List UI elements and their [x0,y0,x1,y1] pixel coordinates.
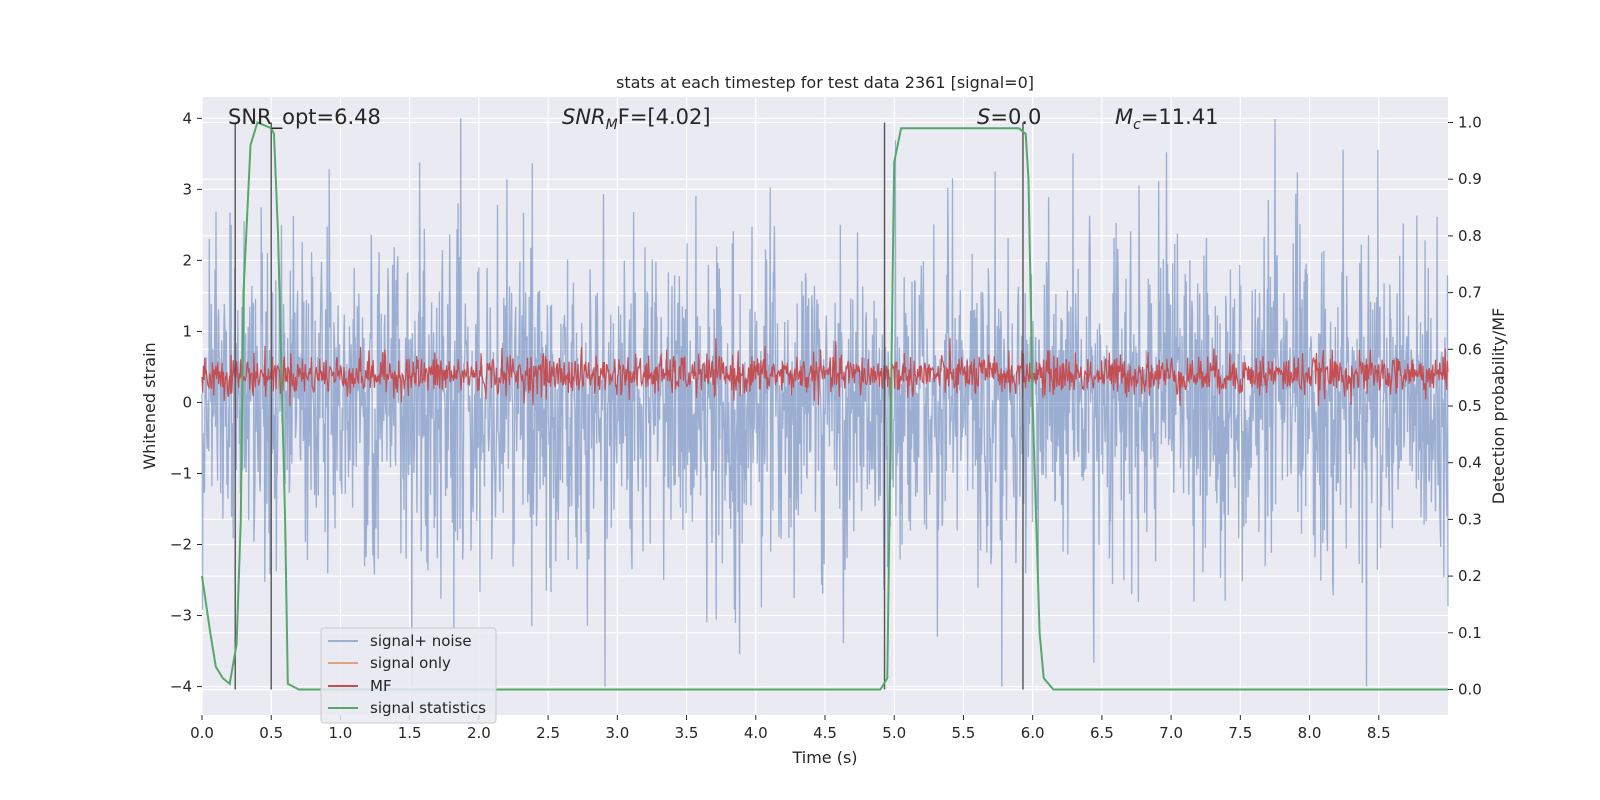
x-tick-label: 7.5 [1228,724,1252,742]
y2-tick-label: 0.2 [1458,567,1482,585]
legend-box [320,627,497,724]
y2-tick-label: 0.5 [1458,397,1482,415]
snr-mf-annotation: SNRMF=[4.02] [562,105,711,133]
x-tick-label: 5.0 [882,724,906,742]
x-tick-label: 3.0 [605,724,629,742]
y-tick-label: −4 [170,678,192,696]
x-tick-label: 3.5 [675,724,699,742]
x-tick-label: 8.0 [1298,724,1322,742]
s-annotation: S=0.0 [977,105,1041,129]
x-axis-label: Time (s) [791,748,857,767]
y2-tick-label: 0.3 [1458,510,1482,528]
mf-series [201,338,1449,407]
signal-statistics-series [201,121,1448,691]
vertical-markers [234,122,1024,690]
y2-tick-label: 0.4 [1458,454,1482,472]
y2-axis-ticks: 1.0 0.9 0.8 0.7 0.6 0.5 0.4 0.3 0.2 0.1 0.0 [1448,114,1482,698]
x-axis-ticks: 0.0 0.5 1.0 1.5 2.0 2.5 3.0 3.5 4.0 4.5 5.0 5.5 6.0 6… [190,715,1391,742]
mc-value: =11.41 [1141,105,1219,129]
y2-tick-label: 0.7 [1458,284,1482,302]
legend: signal+ noise signal only MF signal stat… [320,627,497,724]
x-tick-label: 8.5 [1367,724,1391,742]
x-tick-label: 4.5 [813,724,837,742]
y2-tick-label: 0.9 [1458,170,1482,188]
mc-subscript: c [1133,117,1141,133]
y2-tick-label: 1.0 [1458,114,1482,132]
x-tick-label: 0.5 [259,724,283,742]
y2-tick-label: 0.0 [1458,680,1482,698]
x-tick-label: 6.5 [1090,724,1114,742]
y2-tick-label: 0.1 [1458,624,1482,642]
signal-noise-series [201,118,1449,687]
y-tick-label: 4 [182,109,192,127]
x-tick-label: 7.0 [1159,724,1183,742]
x-tick-label: 5.5 [952,724,976,742]
x-tick-label: 0.0 [190,724,214,742]
snr-opt-annotation: SNR_opt=6.48 [228,105,381,130]
y-tick-label: 1 [182,322,192,340]
x-tick-label: 1.0 [329,724,353,742]
snr-mf-subscript: M [606,117,618,133]
y-tick-label: −2 [170,536,192,554]
x-tick-label: 6.0 [1021,724,1045,742]
y2-tick-label: 0.8 [1458,227,1482,245]
s-value: =0.0 [990,105,1041,129]
snr-mf-symbol: SNR [562,105,606,129]
mc-symbol: M [1115,105,1133,129]
x-tick-label: 1.5 [398,724,422,742]
x-tick-label: 4.0 [744,724,768,742]
y-tick-label: 3 [182,180,192,198]
mc-annotation: Mc=11.41 [1115,105,1219,133]
y2-axis-label: Detection probability/MF [1489,308,1508,505]
signal-statistics-line [201,121,1448,691]
y2-tick-label: 0.6 [1458,340,1482,358]
chart-title: stats at each timestep for test data 236… [616,73,1034,92]
y-tick-label: −3 [170,607,192,625]
s-symbol: S [977,105,990,129]
y-axis-ticks: 4 3 2 1 0 −1 −2 −3 −4 [170,109,202,696]
legend-label-signal-statistics: signal statistics [370,699,486,717]
y-tick-label: 0 [182,393,192,411]
mf-line [201,338,1449,407]
snr-mf-value: F=[4.02] [618,105,711,129]
y-axis-label: Whitened strain [140,342,159,469]
signal-noise-line [201,118,1449,687]
legend-label-mf: MF [370,677,392,695]
x-tick-label: 2.0 [467,724,491,742]
legend-label-signal-only: signal only [370,654,451,672]
y-tick-label: 2 [182,251,192,269]
y-tick-label: −1 [170,464,192,482]
legend-label-signal-noise: signal+ noise [370,632,472,650]
x-tick-label: 2.5 [536,724,560,742]
